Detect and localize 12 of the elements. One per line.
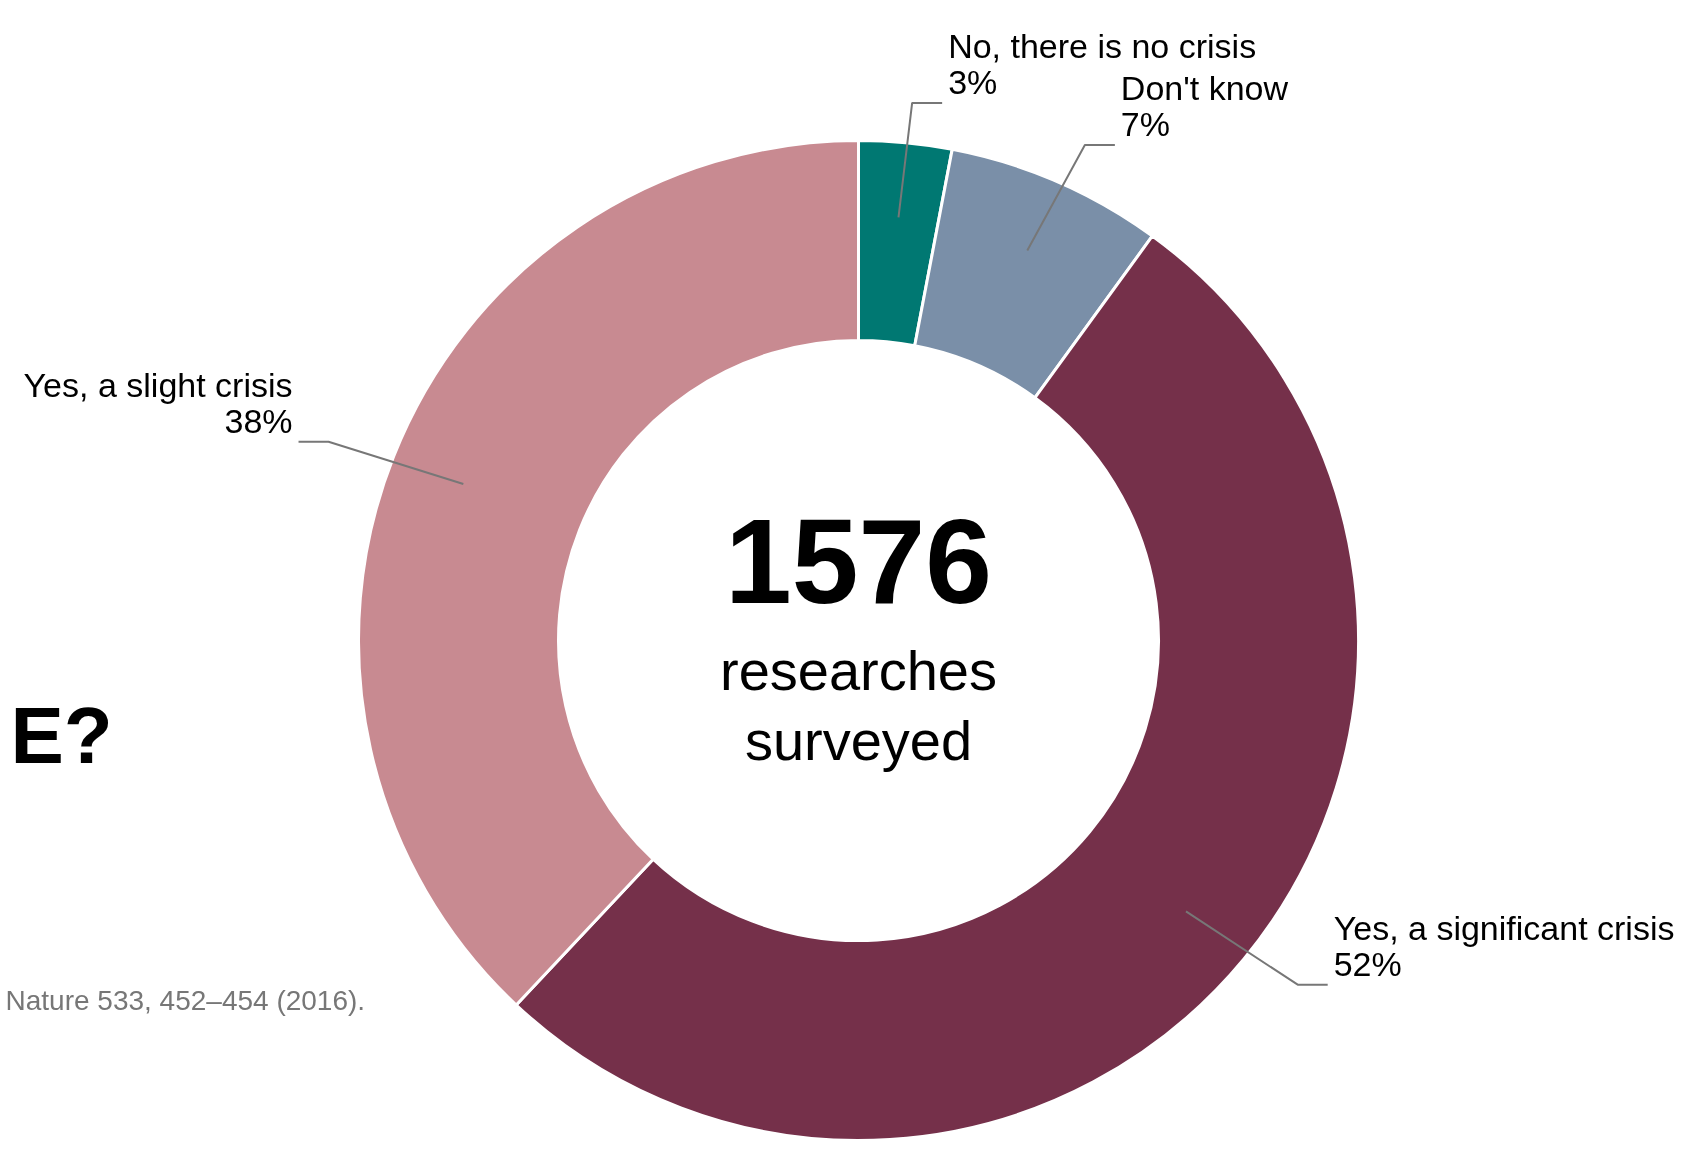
text: 1576 [725,493,992,628]
text: Nature 533, 452–454 (2016). [5,985,366,1016]
data-label: 38% [224,401,293,440]
text: E? [10,691,113,780]
data-label: 3% [948,62,998,101]
data-label: 52% [1333,944,1402,983]
slice-label: Yes, a slight crisis [23,365,293,404]
slice-label: Yes, a significant crisis [1333,908,1675,947]
data-label: 7% [1120,104,1171,143]
slice-label: Don't know [1120,68,1289,107]
slice-label: No, there is no crisis [948,26,1257,65]
text: researches surveyed [719,639,998,772]
